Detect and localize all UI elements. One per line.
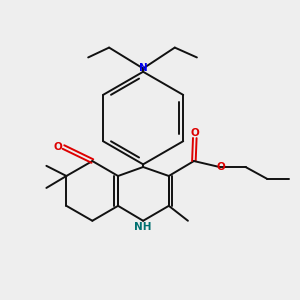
Text: O: O bbox=[54, 142, 62, 152]
Text: O: O bbox=[190, 128, 199, 138]
Text: N: N bbox=[139, 64, 148, 74]
Text: O: O bbox=[216, 162, 225, 172]
Text: NH: NH bbox=[134, 222, 152, 232]
